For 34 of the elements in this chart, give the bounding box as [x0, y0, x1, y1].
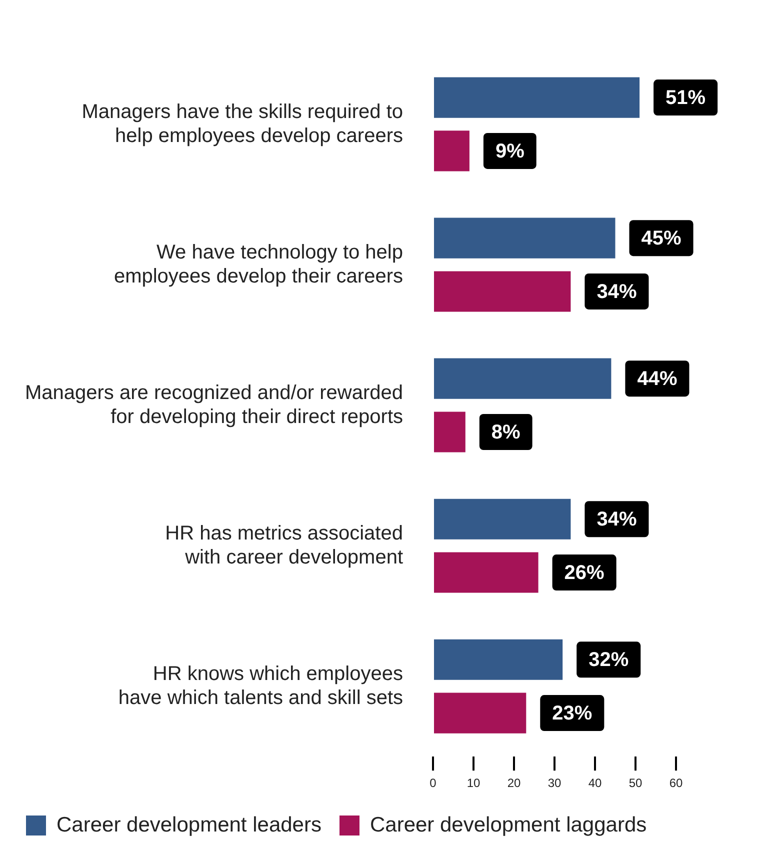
data-label: 26% [564, 562, 605, 584]
x-tick-label: 50 [628, 776, 642, 790]
data-label: 34% [596, 280, 637, 303]
data-label: 34% [596, 508, 637, 531]
legend-label: Career development laggards [370, 813, 647, 836]
bar [434, 358, 612, 399]
x-tick-label: 40 [588, 776, 602, 790]
x-tick-label: 20 [507, 776, 521, 790]
x-tick-label: 0 [430, 776, 437, 790]
bar [434, 498, 571, 540]
data-label: 45% [641, 228, 682, 250]
data-label: 9% [495, 140, 525, 162]
y-tick-label: Managers have the skills required to help employees develop careers [82, 100, 403, 147]
x-tick-label: 30 [548, 776, 562, 790]
y-tick-label: We have technology to help employees develop their careers [114, 241, 403, 288]
bar [434, 271, 571, 312]
bar [434, 639, 563, 680]
bar [434, 77, 640, 118]
y-tick-label: HR knows which employees have which talents and skill sets [118, 662, 403, 709]
data-label: 44% [637, 368, 678, 390]
x-tick-label: 10 [466, 776, 480, 790]
bar [434, 130, 470, 172]
data-label: 51% [666, 87, 706, 110]
x-tick-label: 60 [669, 776, 683, 790]
data-label: 23% [552, 702, 592, 725]
bar [434, 412, 466, 452]
bar [434, 552, 538, 593]
y-tick-label: Managers are recognized and/or rewarded for developing their direct reports [25, 382, 403, 428]
legend-label: Career development leaders [56, 813, 322, 836]
y-tick-label: HR has metrics associated with career development [165, 522, 404, 568]
data-label: 8% [491, 422, 521, 444]
bar [434, 218, 616, 258]
bar [434, 692, 526, 734]
data-label: 32% [588, 649, 629, 672]
